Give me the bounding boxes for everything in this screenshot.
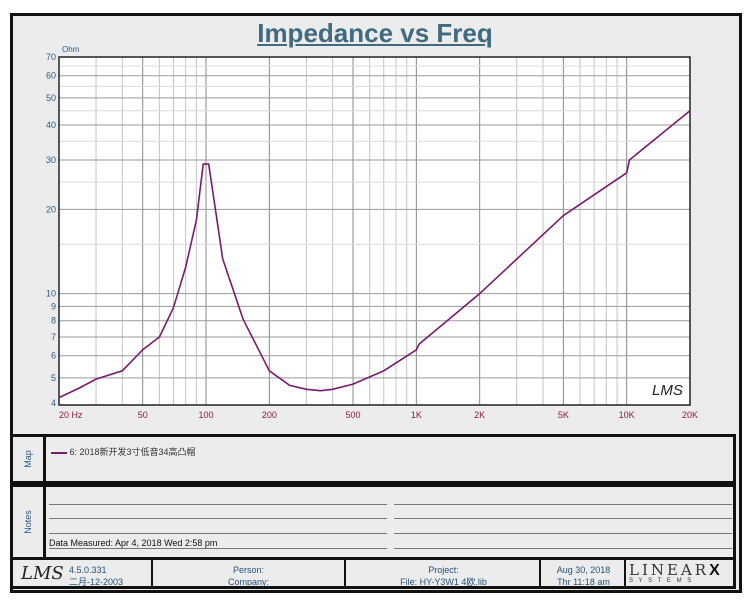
data-point	[158, 336, 160, 338]
x-tick-label: 500	[346, 410, 361, 420]
plot-border	[58, 56, 691, 406]
footer-project-cell: Project: File: HY-Y3W1 4欧.lib	[348, 560, 541, 587]
brand-sub: S Y S T E M S	[629, 578, 694, 584]
data-point	[626, 172, 628, 174]
y-tick-label: 9	[51, 301, 56, 311]
data-point	[195, 219, 197, 221]
data-point	[185, 266, 187, 269]
map-panel: Map 6: 2018新开发3寸低音34高凸帽	[10, 434, 736, 484]
y-tick-label: 40	[46, 120, 56, 130]
impedance-plot: 4 5 6 7 8 9 10 20 30 40 50 60 70 Ohm 20 Hz 50 100 200 500 1…	[46, 45, 698, 420]
data-point	[319, 390, 322, 392]
data-point	[214, 203, 216, 206]
x-tick-label: 50	[138, 410, 148, 420]
version: 4.5.0.331	[69, 565, 107, 575]
footer-version-cell: LMS 4.5.0.331 二月-12-2003	[13, 560, 153, 587]
y-tick-label: 10	[46, 289, 56, 299]
data-point	[121, 370, 123, 372]
data-point	[208, 163, 210, 165]
lms-watermark: LMS	[652, 382, 683, 399]
data-point	[479, 292, 481, 295]
data-point	[222, 258, 224, 260]
notes-side: Notes	[13, 487, 46, 557]
note-line	[49, 518, 387, 519]
data-point	[142, 349, 144, 351]
note-line	[49, 504, 387, 505]
map-label: Map	[23, 450, 33, 468]
company: Company:	[227, 577, 270, 587]
data-point	[689, 110, 691, 112]
file-name: File: HY-Y3W1 4欧.lib	[400, 577, 487, 587]
y-tick-label: 4	[51, 398, 56, 408]
project: Project:	[428, 565, 459, 575]
x-tick-label: 2K	[474, 410, 485, 420]
note-line	[394, 518, 732, 519]
notes-label: Notes	[23, 510, 33, 534]
legend-entry: 6: 2018新开发3寸低音34高凸帽	[51, 445, 196, 458]
data-point	[305, 388, 307, 390]
data-point	[242, 318, 244, 320]
build-date: 二月-12-2003	[69, 577, 124, 587]
data-point	[202, 163, 204, 165]
footer-date-cell: Aug 30, 2018 Thr 11:18 am	[543, 560, 626, 587]
data-point	[418, 343, 420, 345]
x-tick-label: 20 Hz	[59, 410, 83, 420]
note-line	[49, 548, 387, 549]
legend-swatch	[51, 451, 67, 454]
footer-panel: LMS 4.5.0.331 二月-12-2003 Person: Company: …	[10, 557, 736, 589]
linearx-logo: LINEARX S Y S T E M S	[629, 561, 735, 585]
print-time: Thr 11:18 am	[557, 577, 610, 587]
plot-background	[59, 57, 690, 405]
note-line	[394, 533, 732, 534]
person: Person:	[232, 565, 265, 575]
footer-person-cell: Person: Company:	[153, 560, 346, 587]
notes-panel: Notes Data Measured: Apr 4, 2018 Wed 2:5…	[10, 484, 736, 560]
chart-title: Impedance vs Freq	[257, 18, 493, 48]
legend-label: 6: 2018新开发3寸低音34高凸帽	[69, 447, 196, 457]
x-tick-label: 200	[262, 410, 277, 420]
lms-logo: LMS	[21, 563, 64, 584]
map-side: Map	[13, 437, 46, 481]
y-tick-label: 50	[46, 93, 56, 103]
brand-text: LINEAR	[629, 561, 710, 579]
data-point	[352, 383, 354, 385]
y-tick-label: 5	[51, 373, 56, 383]
note-line	[394, 504, 732, 505]
x-tick-label: 20K	[682, 410, 698, 420]
note-line	[49, 533, 387, 534]
y-tick-label: 6	[51, 351, 56, 361]
data-point	[332, 388, 334, 390]
note-line	[394, 548, 732, 549]
print-date: Aug 30, 2018	[556, 565, 611, 575]
y-tick-label: 20	[46, 204, 56, 214]
data-point	[383, 370, 385, 372]
brand-x: X	[709, 562, 720, 579]
x-tick-label: 10K	[619, 410, 635, 420]
x-tick-label: 1K	[411, 410, 422, 420]
impedance-curve	[58, 110, 691, 399]
data-point	[78, 387, 80, 389]
y-tick-label: 7	[51, 332, 56, 342]
y-tick-label: 70	[46, 52, 56, 62]
data-point	[415, 349, 417, 351]
data-point	[58, 397, 60, 399]
x-tick-label: 5K	[558, 410, 569, 420]
data-point	[289, 384, 291, 386]
y-tick-label: 30	[46, 155, 56, 165]
y-axis-label: Ohm	[62, 45, 80, 54]
data-point	[628, 159, 630, 161]
data-point	[562, 214, 564, 217]
data-measured: Data Measured: Apr 4, 2018 Wed 2:58 pm	[49, 538, 218, 548]
x-tick-label: 100	[199, 410, 214, 420]
y-tick-label: 60	[46, 71, 56, 81]
y-tick-label: 8	[51, 316, 56, 326]
data-point	[172, 307, 175, 309]
data-point	[268, 370, 270, 372]
data-point	[95, 378, 97, 380]
